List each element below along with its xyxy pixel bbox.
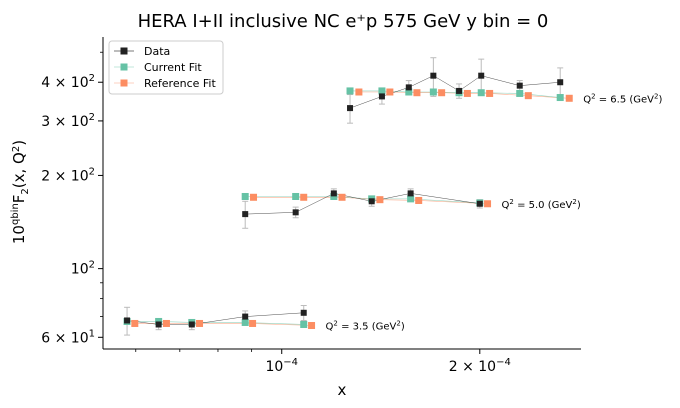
current-fit-point [300,320,308,328]
reference-fit-point [438,89,446,97]
reference-fit-point [376,196,384,204]
data-point [378,93,385,100]
current-fit-point [378,87,386,95]
reference-fit-point [308,322,316,330]
q2-annotation: Q2 = 3.5 (GeV2) [326,320,405,333]
chart-title: HERA I+II inclusive NC e⁺p 575 GeV y bin… [138,11,549,32]
current-fit-point [241,192,249,200]
q2-annotation: Q2 = 5.0 (GeV2) [502,198,581,211]
data-point [124,317,131,324]
current-fit-point [429,88,437,96]
data-point [300,309,307,316]
reference-fit-point [386,88,394,96]
legend-entry-label: Data [144,45,170,58]
x-tick-label: 10−4 [265,357,298,375]
data-point [368,198,375,205]
current-fit-point [241,318,249,326]
data-point [292,209,299,216]
data-point [476,200,483,207]
current-fit-point [477,89,485,97]
reference-fit-point [524,92,532,100]
current-fit-point [346,87,354,95]
y-axis-label: 10qbinF2(x, Q2) [10,140,31,244]
data-group: Q2 = 6.5 (GeV2) [346,57,663,124]
data-point [430,72,437,79]
reference-fit-point [415,196,423,204]
legend-swatch-marker [120,79,128,87]
data-point [516,82,523,89]
data-line [245,193,480,215]
data-group: Q2 = 3.5 (GeV2) [123,305,405,336]
reference-fit-point [162,319,170,327]
data-point [242,313,249,320]
reference-fit-point [486,89,494,97]
y-tick-label: 6 × 101 [41,328,95,346]
current-fit-point [407,195,415,203]
data-point [188,321,195,328]
current-fit-point [330,192,338,200]
legend-box [108,40,224,95]
current-fit-point [155,317,163,325]
axes: 6 × 101 102 2 × 102 3 × 102 4 × 102 10−4 2 × 1… [41,37,581,375]
y-tick-label: 3 × 102 [41,112,95,130]
reference-fit-point [300,193,308,201]
x-axis-label: x [338,381,347,399]
data-point [330,190,337,197]
x-tick-label: 2 × 10−4 [449,357,511,375]
data-point [478,72,485,79]
legend-entry-label: Current Fit [144,61,202,74]
legend: Data Current Fit Reference Fit [108,40,224,95]
data-point [407,190,414,197]
reference-fit-point [338,193,346,201]
current-fit-point [556,94,564,102]
reference-fit-point [249,319,257,327]
data-point [557,79,564,86]
reference-fit-point [484,200,492,208]
current-fit-point [292,192,300,200]
reference-fit-point [196,319,204,327]
reference-fit-point [413,89,421,97]
data-point [456,87,463,94]
data-point [347,105,354,112]
reference-fit-point [250,193,258,201]
data-point [155,321,162,328]
y-tick-label: 102 [71,260,95,278]
data-point [405,84,412,91]
reference-fit-point [131,319,139,327]
legend-swatch-marker [120,47,128,55]
q2-annotation: Q2 = 6.5 (GeV2) [583,92,662,105]
plot-area: Q2 = 3.5 (GeV2) Q2 = 5.0 (GeV2) Q2 = 6.5 (… [123,57,663,336]
current-fit-point [516,89,524,97]
legend-entry-label: Reference Fit [144,77,216,90]
reference-fit-point [565,94,573,102]
reference-fit-point [463,89,471,97]
reference-fit-point [355,88,363,96]
current-fit-point [405,88,413,96]
y-tick-label: 4 × 102 [41,73,95,91]
y-tick-label: 2 × 102 [41,166,95,184]
data-group: Q2 = 5.0 (GeV2) [241,188,581,229]
legend-swatch-marker [120,63,128,71]
data-point [242,211,249,218]
